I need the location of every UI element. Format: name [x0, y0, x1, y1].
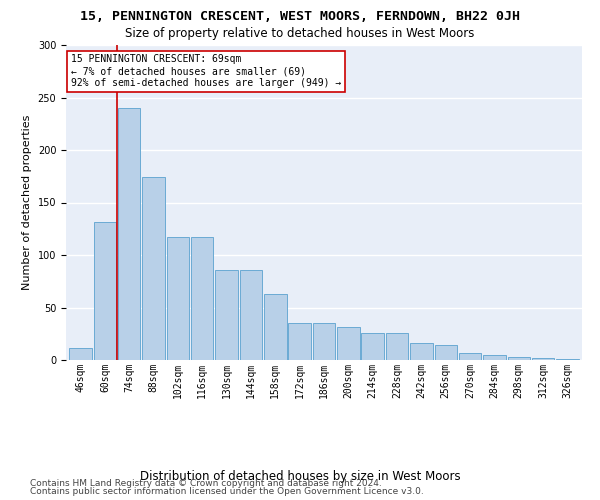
Text: Contains public sector information licensed under the Open Government Licence v3: Contains public sector information licen…	[30, 487, 424, 496]
Bar	[70, 348, 92, 360]
Bar	[167, 237, 189, 360]
Bar	[142, 178, 165, 360]
Text: 15, PENNINGTON CRESCENT, WEST MOORS, FERNDOWN, BH22 0JH: 15, PENNINGTON CRESCENT, WEST MOORS, FER…	[80, 10, 520, 23]
Bar	[118, 108, 140, 360]
Bar	[313, 324, 335, 360]
Bar	[556, 359, 578, 360]
Text: 15 PENNINGTON CRESCENT: 69sqm
← 7% of detached houses are smaller (69)
92% of se: 15 PENNINGTON CRESCENT: 69sqm ← 7% of de…	[71, 54, 341, 88]
Text: Distribution of detached houses by size in West Moors: Distribution of detached houses by size …	[140, 470, 460, 483]
Bar	[410, 343, 433, 360]
Bar	[532, 358, 554, 360]
Bar	[337, 328, 359, 360]
Bar	[434, 346, 457, 360]
Bar	[289, 324, 311, 360]
Bar	[459, 352, 481, 360]
Text: Size of property relative to detached houses in West Moors: Size of property relative to detached ho…	[125, 28, 475, 40]
Bar	[361, 332, 384, 360]
Bar	[94, 222, 116, 360]
Bar	[386, 332, 408, 360]
Bar	[483, 355, 506, 360]
Text: Contains HM Land Registry data © Crown copyright and database right 2024.: Contains HM Land Registry data © Crown c…	[30, 478, 382, 488]
Y-axis label: Number of detached properties: Number of detached properties	[22, 115, 32, 290]
Bar	[264, 294, 287, 360]
Bar	[191, 237, 214, 360]
Bar	[240, 270, 262, 360]
Bar	[508, 357, 530, 360]
Bar	[215, 270, 238, 360]
